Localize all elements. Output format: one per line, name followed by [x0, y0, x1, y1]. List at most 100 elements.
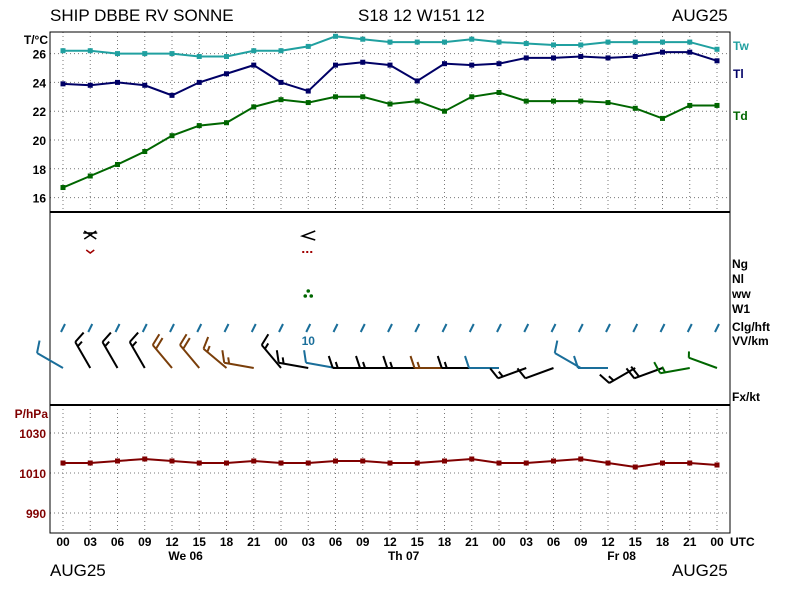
data-point-tw [333, 33, 338, 39]
data-point-pressure [115, 458, 120, 464]
data-point-pressure [196, 460, 202, 466]
wind-barb [409, 355, 445, 369]
weather-symbol-icon [83, 230, 98, 240]
day-label: We 06 [168, 549, 203, 563]
data-point-tl [442, 61, 447, 67]
data-point-td [469, 94, 475, 100]
visibility-value: 10 [302, 334, 316, 348]
data-point-tw [632, 39, 638, 45]
data-point-pressure [414, 460, 420, 466]
data-point-tl [196, 79, 202, 85]
data-point-td [687, 102, 693, 108]
data-point-tw [605, 39, 611, 45]
x-tick-label: 21 [683, 535, 697, 549]
x-tick-label: 21 [465, 535, 479, 549]
data-point-td [523, 98, 529, 104]
cloud-indicator [686, 323, 693, 333]
data-point-pressure [578, 456, 584, 462]
data-point-tl [687, 49, 693, 55]
data-point-tw [469, 36, 475, 42]
temp-axis-label: T/°C [24, 33, 48, 47]
data-point-td [496, 89, 502, 95]
cloud-indicator [632, 323, 639, 333]
cloud-indicator [550, 323, 557, 333]
cloud-indicator [577, 323, 584, 333]
param-label: Nl [732, 272, 744, 286]
param-label: ww [731, 287, 751, 301]
data-point-tl [278, 79, 284, 85]
x-tick-label: 12 [165, 535, 179, 549]
pressure-tick-label: 1030 [19, 427, 46, 441]
shower-dot-icon [303, 294, 308, 298]
data-point-pressure [60, 460, 66, 466]
cloud-indicator [441, 323, 448, 333]
data-point-tw [142, 51, 148, 57]
weather-symbol-icon [85, 249, 95, 254]
data-point-tl [115, 79, 120, 85]
x-tick-label: 03 [520, 535, 534, 549]
data-point-tl [333, 62, 338, 68]
data-point-tl [251, 62, 257, 68]
data-point-tw [60, 48, 66, 54]
cloud-indicator [523, 323, 530, 333]
param-label: W1 [732, 302, 750, 316]
temp-tick-label: 16 [33, 192, 47, 206]
data-point-td [224, 120, 229, 126]
data-point-td [360, 94, 366, 100]
data-point-tl [142, 82, 148, 88]
temp-tick-label: 26 [33, 48, 47, 62]
data-point-tw [442, 39, 447, 45]
header-month: AUG25 [672, 6, 728, 25]
data-point-pressure [496, 460, 502, 466]
cloud-indicator [223, 323, 230, 333]
data-point-tl [714, 58, 720, 64]
wind-barb [382, 355, 418, 369]
cloud-indicator [141, 323, 148, 333]
data-point-tl [632, 53, 638, 59]
data-point-pressure [714, 462, 720, 468]
wind-barb [36, 340, 64, 369]
plot-frame [49, 31, 731, 534]
cloud-indicator [250, 323, 257, 333]
param-label: Clg/hft [732, 320, 770, 334]
x-tick-label: 00 [56, 535, 70, 549]
x-tick-label: 03 [84, 535, 98, 549]
temp-tick-label: 22 [33, 105, 47, 119]
data-point-tw [578, 42, 584, 48]
param-label: Ng [732, 257, 748, 271]
x-tick-label: 00 [274, 535, 288, 549]
footer-month-right: AUG25 [672, 561, 728, 580]
data-point-td [196, 123, 202, 129]
ship-position: S18 12 W151 12 [358, 6, 485, 25]
data-point-pressure [442, 458, 447, 464]
wind-barb [303, 350, 336, 369]
data-point-tl [469, 62, 475, 68]
x-tick-label: 18 [656, 535, 670, 549]
data-point-tl [578, 53, 584, 59]
data-point-tl [605, 55, 611, 61]
wind-barb [653, 361, 690, 375]
x-tick-label: 09 [574, 535, 588, 549]
cloud-indicator [659, 323, 666, 333]
data-point-pressure [632, 464, 638, 470]
data-point-td [551, 98, 556, 104]
cloud-indicator [169, 323, 175, 333]
cloud-indicator [278, 323, 284, 333]
data-point-pressure [469, 456, 475, 462]
data-point-td [660, 115, 665, 121]
data-point-tw [196, 53, 202, 59]
data-point-td [142, 149, 148, 155]
wind-barb [179, 333, 201, 369]
data-point-td [169, 133, 175, 139]
cloud-indicator [305, 323, 312, 333]
wind-barb [202, 336, 228, 369]
cloud-indicator [359, 323, 366, 333]
wind-barb [101, 331, 119, 369]
param-label: Fx/kt [732, 390, 760, 404]
x-tick-label: 09 [356, 535, 370, 549]
wind-barb [573, 355, 608, 369]
legend-tw: Tw [733, 39, 749, 53]
temp-tick-label: 24 [33, 76, 47, 90]
data-point-pressure [169, 458, 175, 464]
